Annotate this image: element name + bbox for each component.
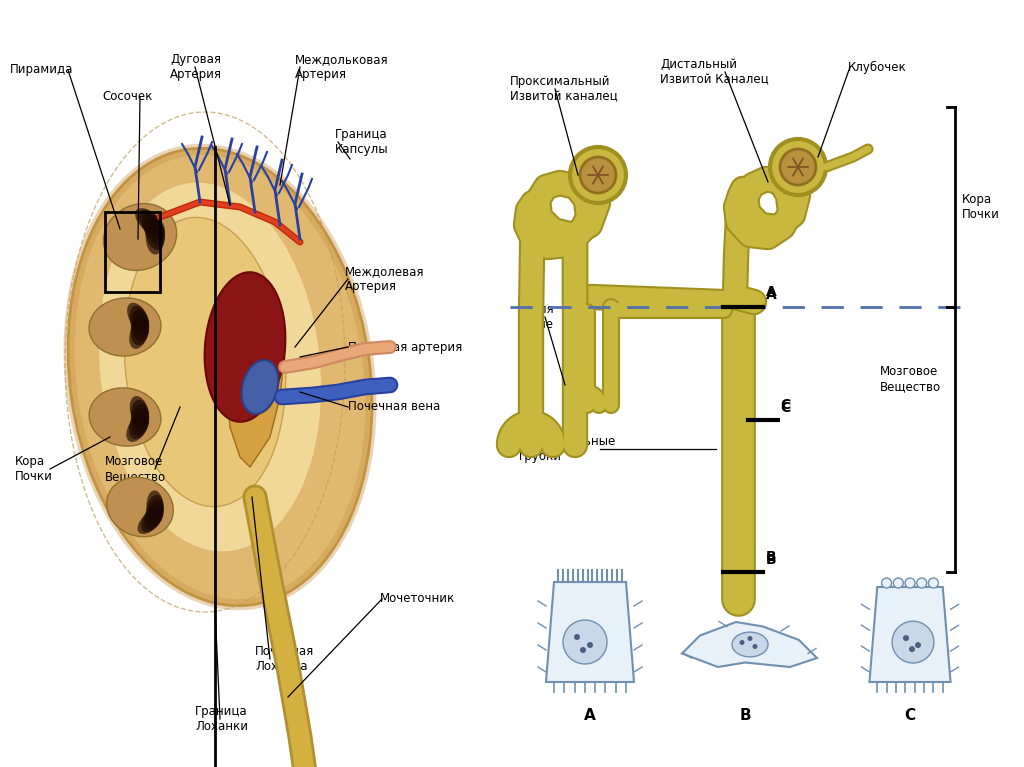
Text: Почечная артерия: Почечная артерия <box>348 341 462 354</box>
Ellipse shape <box>89 388 161 446</box>
Ellipse shape <box>144 499 164 530</box>
Text: Мозговое
Вещество: Мозговое Вещество <box>880 365 941 393</box>
Text: Собирательные
Трубки: Собирательные Трубки <box>517 435 615 463</box>
Ellipse shape <box>127 303 150 332</box>
Text: Дистальный
Извитой Каналец: Дистальный Извитой Каналец <box>660 58 769 86</box>
Text: B: B <box>766 553 776 567</box>
Ellipse shape <box>137 509 163 534</box>
Ellipse shape <box>103 203 177 271</box>
Circle shape <box>903 635 909 641</box>
Ellipse shape <box>139 209 165 240</box>
Text: C: C <box>780 398 791 412</box>
Text: Дуговая
Артерия: Дуговая Артерия <box>170 53 222 81</box>
Text: Клубочек: Клубочек <box>848 61 906 74</box>
Ellipse shape <box>135 208 165 235</box>
Polygon shape <box>546 582 634 682</box>
Polygon shape <box>225 297 285 467</box>
Circle shape <box>570 147 626 203</box>
Text: Почечная
Лоханка: Почечная Лоханка <box>255 645 314 673</box>
Text: Кора
Почки: Кора Почки <box>15 455 53 483</box>
Circle shape <box>929 578 938 588</box>
Ellipse shape <box>106 477 173 537</box>
Text: Междольковая
Артерия: Междольковая Артерия <box>295 53 389 81</box>
Circle shape <box>770 139 826 195</box>
Ellipse shape <box>141 504 164 532</box>
Circle shape <box>892 621 934 663</box>
Ellipse shape <box>146 495 164 526</box>
Text: Сосочек: Сосочек <box>102 91 153 104</box>
Ellipse shape <box>205 272 286 422</box>
Text: Граница
Лоханки: Граница Лоханки <box>195 705 248 733</box>
Circle shape <box>893 578 903 588</box>
Ellipse shape <box>131 404 150 436</box>
Circle shape <box>916 578 927 588</box>
Ellipse shape <box>130 306 150 337</box>
Bar <box>105 212 160 292</box>
Ellipse shape <box>124 217 286 507</box>
Text: A: A <box>766 285 777 299</box>
Ellipse shape <box>145 219 165 255</box>
Text: B: B <box>739 707 751 723</box>
Circle shape <box>587 642 593 648</box>
Ellipse shape <box>146 490 164 522</box>
Text: Пирамида: Пирамида <box>10 64 74 77</box>
Ellipse shape <box>89 298 161 356</box>
Ellipse shape <box>68 148 372 606</box>
Text: B: B <box>766 550 776 564</box>
Ellipse shape <box>129 409 150 439</box>
Ellipse shape <box>732 632 768 657</box>
Ellipse shape <box>142 212 165 245</box>
Text: Мозговое
Вещество: Мозговое Вещество <box>105 455 166 483</box>
Ellipse shape <box>99 183 322 551</box>
Circle shape <box>753 644 758 649</box>
Ellipse shape <box>126 413 150 442</box>
Circle shape <box>909 646 915 652</box>
Text: Почечная вена: Почечная вена <box>348 400 440 413</box>
Circle shape <box>580 647 586 653</box>
Text: Проксимальный
Извитой каналец: Проксимальный Извитой каналец <box>510 75 617 103</box>
Text: Междолевая
Артерия: Междолевая Артерия <box>345 265 425 293</box>
Circle shape <box>780 149 816 185</box>
Ellipse shape <box>131 400 150 432</box>
Text: A: A <box>766 288 777 302</box>
Circle shape <box>905 578 915 588</box>
Circle shape <box>574 634 580 640</box>
Circle shape <box>580 157 616 193</box>
Circle shape <box>748 636 753 641</box>
Ellipse shape <box>129 318 150 349</box>
Text: C: C <box>780 401 791 415</box>
Ellipse shape <box>131 314 150 345</box>
Text: Граница
Капсулы: Граница Капсулы <box>335 128 389 156</box>
Circle shape <box>915 642 921 648</box>
Circle shape <box>739 640 744 645</box>
Text: Кора
Почки: Кора Почки <box>962 193 999 221</box>
Text: C: C <box>904 707 915 723</box>
Ellipse shape <box>130 396 150 427</box>
Polygon shape <box>682 622 817 667</box>
Text: Петля
Генле: Петля Генле <box>517 303 555 331</box>
Circle shape <box>563 620 607 664</box>
Circle shape <box>882 578 892 588</box>
Polygon shape <box>869 587 950 682</box>
Text: Мочеточник: Мочеточник <box>380 592 456 605</box>
Ellipse shape <box>242 360 279 414</box>
Ellipse shape <box>144 215 165 250</box>
Text: A: A <box>584 707 596 723</box>
Ellipse shape <box>131 309 150 341</box>
